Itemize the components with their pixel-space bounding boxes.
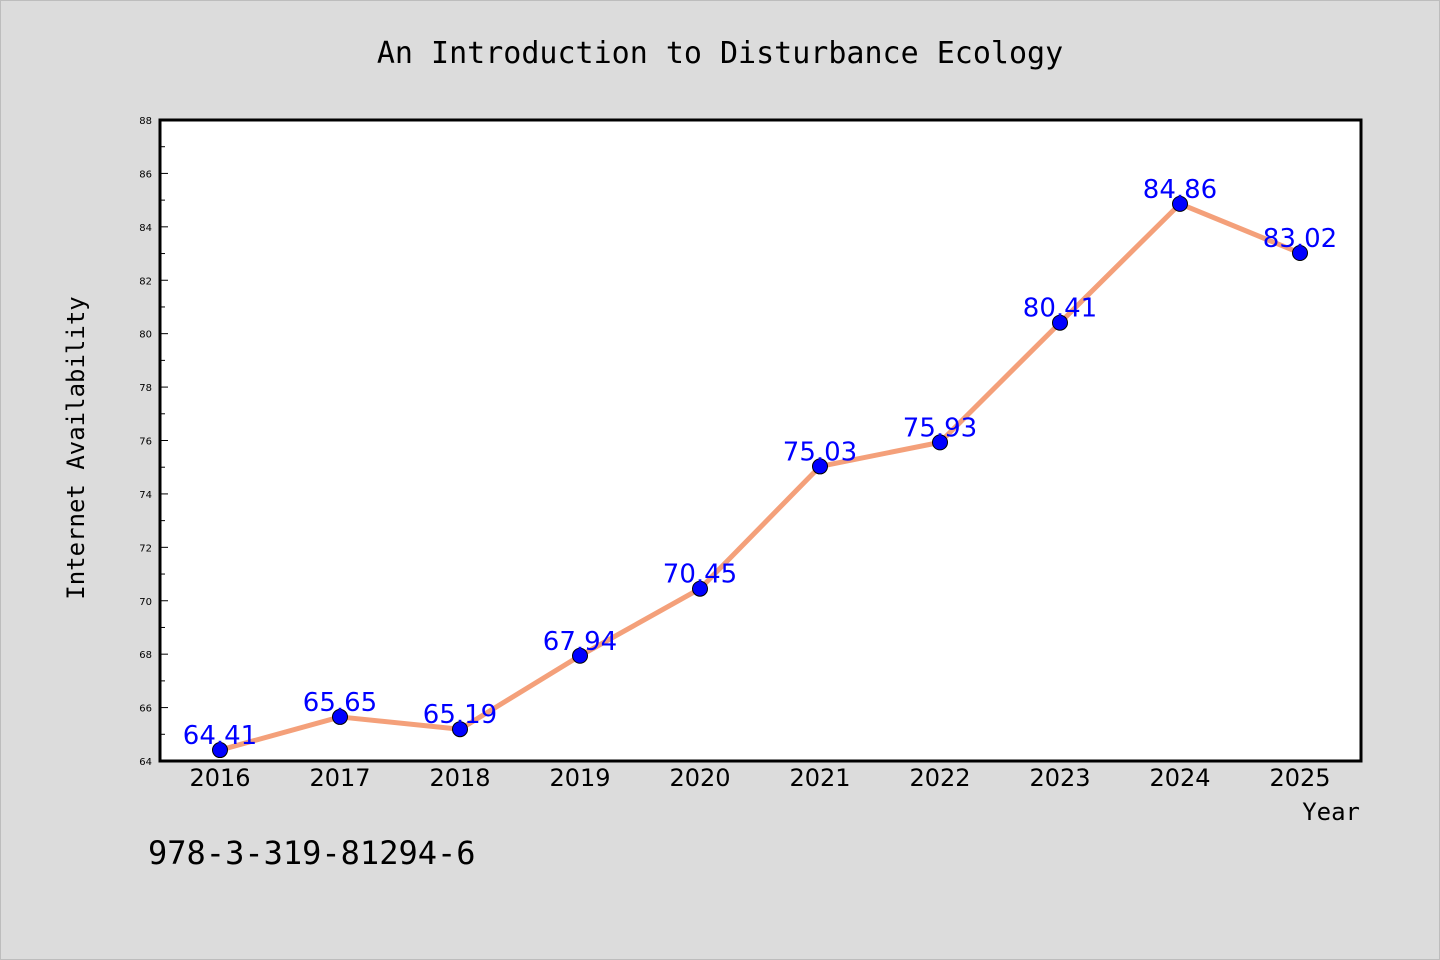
data-point [212,742,228,759]
y-tick-label: 66 [139,704,152,715]
data-point [932,434,948,451]
x-tick-label: 2024 [1149,764,1210,792]
y-tick-label: 70 [139,597,152,608]
y-tick-label: 68 [139,650,152,661]
data-label: 65.19 [423,700,497,730]
data-label: 65.65 [303,688,377,718]
data-label: 75.93 [903,413,977,443]
x-tick-label: 2025 [1269,764,1330,792]
data-point [572,647,588,664]
data-label: 70.45 [663,560,737,590]
x-tick-label: 2021 [789,764,850,792]
data-labels: 64.41 65.65 65.19 67.94 70.45 75.03 75.93 80.41… [183,175,1337,751]
y-tick-label: 64 [139,757,152,768]
plot-area [158,118,1363,763]
y-tick-label: 74 [139,490,152,501]
x-tick-label: 2018 [429,764,490,792]
data-point [332,708,348,725]
x-tick-label: 2020 [669,764,730,792]
data-label: 75.03 [783,437,857,467]
data-point [1292,245,1308,262]
y-tick-label: 80 [139,330,152,341]
data-label: 67.94 [543,627,617,657]
y-tick-label: 76 [139,437,152,448]
data-point [1172,195,1188,212]
y-tick-label: 84 [139,223,152,234]
x-tick-label: 2016 [189,764,250,792]
isbn-text: 978-3-319-81294-6 [148,834,476,872]
x-tick-label: 2017 [309,764,370,792]
data-label: 84.86 [1143,175,1217,205]
data-point [1052,314,1068,331]
data-point [692,580,708,597]
series-layer [212,195,1308,759]
x-tick-label: 2023 [1029,764,1090,792]
data-label: 64.41 [183,721,257,751]
x-axis: 2016 2017 2018 2019 2020 2021 2022 2023 2024 2025 [189,764,1330,792]
x-tick-label: 2019 [549,764,610,792]
data-point [452,721,468,738]
data-label: 80.41 [1023,294,1097,324]
x-axis-label: Year [1302,798,1360,826]
y-tick-label: 86 [139,169,152,180]
y-axis-label: Internet Availability [62,296,90,599]
data-point [812,458,828,475]
y-tick-label: 78 [139,383,152,394]
y-axis: 64 66 68 70 72 74 76 78 80 82 84 86 88 [139,116,168,768]
y-tick-label: 72 [139,543,152,554]
y-tick-label: 82 [139,276,152,287]
x-tick-label: 2022 [909,764,970,792]
series-line [217,201,1303,753]
data-label: 83.02 [1263,224,1337,254]
chart-title: An Introduction to Disturbance Ecology [377,36,1063,71]
y-tick-label: 88 [139,116,152,127]
